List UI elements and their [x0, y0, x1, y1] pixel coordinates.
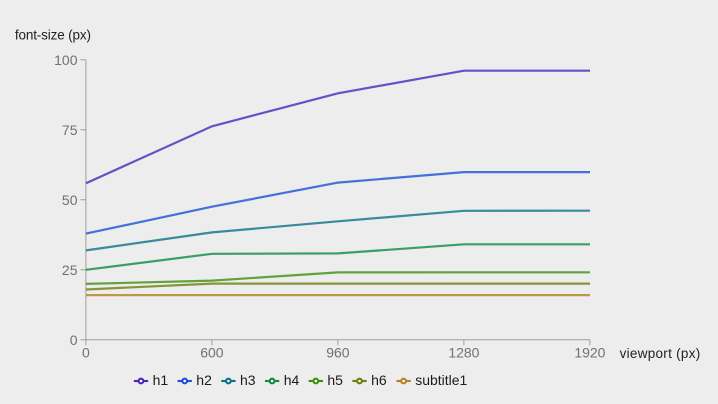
svg-text:0: 0: [70, 332, 78, 348]
svg-text:1920: 1920: [574, 345, 605, 361]
svg-text:h3: h3: [240, 372, 256, 388]
svg-text:h6: h6: [371, 372, 387, 388]
svg-text:subtitle1: subtitle1: [415, 372, 467, 388]
svg-text:h4: h4: [284, 372, 300, 388]
svg-text:50: 50: [62, 192, 78, 208]
svg-text:1280: 1280: [448, 345, 479, 361]
svg-text:960: 960: [326, 345, 350, 361]
svg-text:600: 600: [200, 345, 224, 361]
svg-text:h2: h2: [196, 372, 212, 388]
svg-text:font-size (px): font-size (px): [15, 27, 91, 42]
svg-text:viewport (px): viewport (px): [620, 346, 701, 361]
svg-text:100: 100: [54, 52, 78, 68]
svg-text:h1: h1: [153, 372, 169, 388]
svg-text:75: 75: [62, 122, 78, 138]
svg-text:0: 0: [82, 345, 90, 361]
svg-text:h5: h5: [327, 372, 343, 388]
svg-text:25: 25: [62, 262, 78, 278]
